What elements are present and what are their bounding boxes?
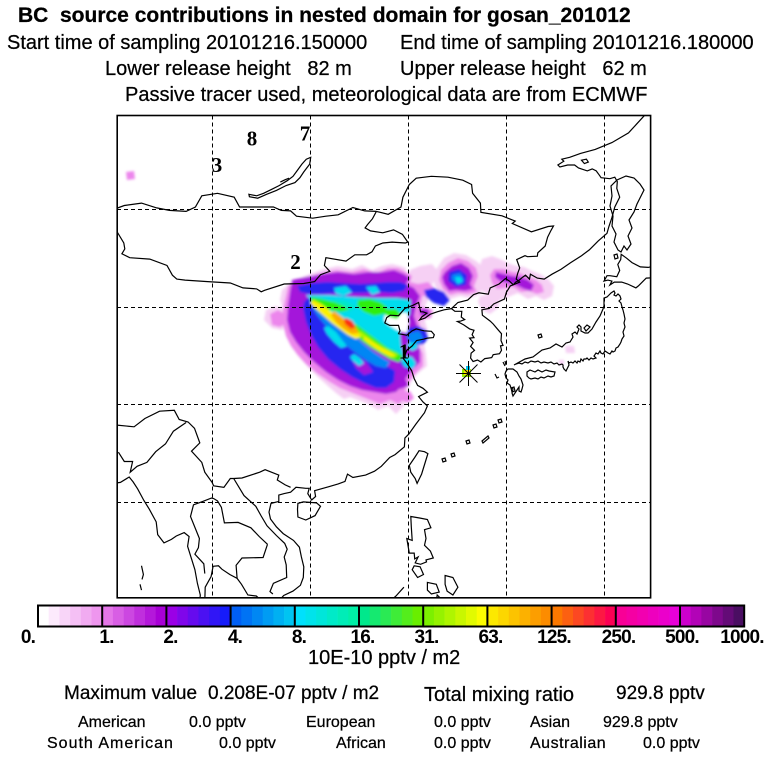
svg-text:1: 1 bbox=[399, 340, 410, 364]
svg-text:8: 8 bbox=[247, 127, 258, 151]
svg-text:2: 2 bbox=[290, 250, 301, 274]
svg-text:3: 3 bbox=[212, 153, 223, 177]
svg-text:7: 7 bbox=[300, 122, 311, 146]
